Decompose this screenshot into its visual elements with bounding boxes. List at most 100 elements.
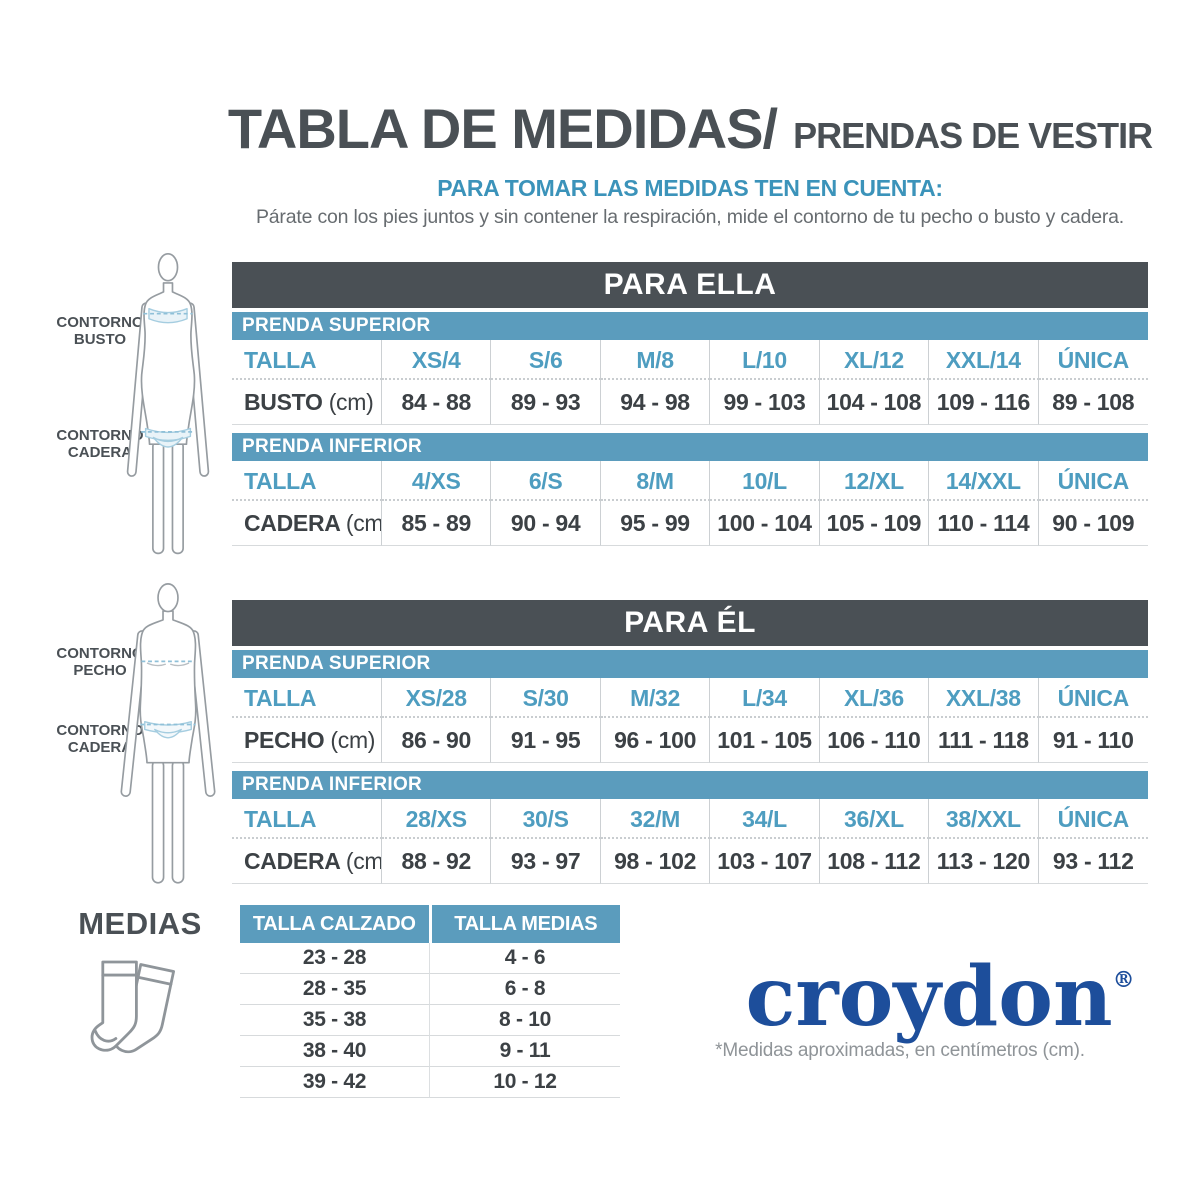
section-label: PRENDA SUPERIOR <box>232 650 1148 678</box>
size-cell: S/30 <box>491 678 601 718</box>
value-cell: 85 - 89 <box>382 501 492 546</box>
brand-logo: croydon® <box>700 932 1180 1045</box>
registered-mark: ® <box>1112 967 1135 993</box>
header: TABLA DE MEDIDAS/ PRENDAS DE VESTIR PARA… <box>228 96 1153 229</box>
brand-name: croydon <box>745 949 1113 1045</box>
size-cell: ÚNICA <box>1038 799 1148 839</box>
value-cell: 84 - 88 <box>382 380 492 425</box>
size-cell: 6/S <box>491 461 601 501</box>
size-cell: L/34 <box>710 678 820 718</box>
medias-col-header-calzado: TALLA CALZADO <box>240 905 429 943</box>
size-cell: 32/M <box>600 799 711 839</box>
size-header: TALLA <box>232 799 382 839</box>
size-header: TALLA <box>232 461 382 501</box>
medias-cell: 28 - 35 <box>240 974 430 1005</box>
size-cell: 30/S <box>491 799 601 839</box>
male-body-outline-icon <box>112 580 224 895</box>
medias-row: 38 - 40 9 - 11 <box>240 1036 620 1067</box>
size-cell: 38/XXL <box>929 799 1039 839</box>
medias-row: 28 - 35 6 - 8 <box>240 974 620 1005</box>
value-cell: 86 - 90 <box>382 718 492 763</box>
value-cell: 98 - 102 <box>600 839 711 884</box>
measuring-instructions-heading: PARA TOMAR LAS MEDIDAS TEN EN CUENTA: <box>437 175 943 201</box>
medias-col-header-medias: TALLA MEDIAS <box>431 905 620 943</box>
label-contorno-cadera-female: CONTORNO CADERA <box>56 427 144 462</box>
size-cell: M/32 <box>600 678 711 718</box>
value-cell: 110 - 114 <box>929 501 1039 546</box>
values-row: BUSTO (cm) 84 - 88 89 - 93 94 - 98 99 - … <box>232 380 1148 425</box>
measure-label: CADERA (cm) <box>232 501 382 546</box>
sizes-row: TALLA 4/XS 6/S 8/M 10/L 12/XL 14/XXL ÚNI… <box>232 461 1148 501</box>
measure-unit: (cm) <box>345 848 382 874</box>
medias-heading: MEDIAS <box>78 906 202 941</box>
section-label: PRENDA INFERIOR <box>232 771 1148 799</box>
medias-cell: 4 - 6 <box>430 943 620 974</box>
medias-cell: 39 - 42 <box>240 1067 430 1098</box>
size-cell: 4/XS <box>382 461 492 501</box>
value-cell: 111 - 118 <box>929 718 1039 763</box>
sizes-row: TALLA XS/4 S/6 M/8 L/10 XL/12 XXL/14 ÚNI… <box>232 340 1148 380</box>
value-cell: 101 - 105 <box>710 718 820 763</box>
value-cell: 93 - 97 <box>491 839 601 884</box>
section-label: PRENDA INFERIOR <box>232 433 1148 461</box>
table-title-ella: PARA ELLA <box>232 262 1148 308</box>
size-cell: 8/M <box>600 461 711 501</box>
medias-header-row: TALLA CALZADO TALLA MEDIAS <box>240 905 620 943</box>
medias-row: 35 - 38 8 - 10 <box>240 1005 620 1036</box>
size-cell: ÚNICA <box>1038 340 1148 380</box>
table-title-el: PARA ÉL <box>232 600 1148 646</box>
value-cell: 104 - 108 <box>819 380 930 425</box>
size-cell: XXL/14 <box>929 340 1039 380</box>
label-contorno-pecho: CONTORNO PECHO <box>56 645 144 680</box>
page-title-main: TABLA DE MEDIDAS/ <box>227 97 778 160</box>
footnote: *Medidas aproximadas, en centímetros (cm… <box>715 1040 1085 1061</box>
sizes-row: TALLA XS/28 S/30 M/32 L/34 XL/36 XXL/38 … <box>232 678 1148 718</box>
page-title-secondary: PRENDAS DE VESTIR <box>793 115 1153 156</box>
medias-cell: 6 - 8 <box>430 974 620 1005</box>
value-cell: 90 - 109 <box>1038 501 1148 546</box>
size-cell: XS/28 <box>382 678 492 718</box>
table-para-ella: PARA ELLA PRENDA SUPERIOR TALLA XS/4 S/6… <box>232 262 1148 546</box>
value-cell: 113 - 120 <box>929 839 1039 884</box>
size-header: TALLA <box>232 678 382 718</box>
medias-cell: 38 - 40 <box>240 1036 430 1067</box>
value-cell: 91 - 95 <box>491 718 601 763</box>
size-cell: L/10 <box>710 340 820 380</box>
size-cell: 28/XS <box>382 799 492 839</box>
size-cell: S/6 <box>491 340 601 380</box>
size-cell: 36/XL <box>819 799 930 839</box>
value-cell: 89 - 108 <box>1038 380 1148 425</box>
size-cell: XL/36 <box>819 678 930 718</box>
value-cell: 96 - 100 <box>600 718 711 763</box>
value-cell: 88 - 92 <box>382 839 492 884</box>
measuring-instructions-text: Párate con los pies juntos y sin contene… <box>255 206 1125 228</box>
measure-unit: (cm) <box>328 389 374 415</box>
size-cell: ÚNICA <box>1038 461 1148 501</box>
medias-cell: 9 - 11 <box>430 1036 620 1067</box>
medias-cell: 8 - 10 <box>430 1005 620 1036</box>
size-cell: XL/12 <box>819 340 930 380</box>
value-cell: 93 - 112 <box>1038 839 1148 884</box>
size-cell: M/8 <box>600 340 711 380</box>
medias-cell: 10 - 12 <box>430 1067 620 1098</box>
label-contorno-cadera-male: CONTORNO CADERA <box>56 722 144 757</box>
measure-name: CADERA <box>244 848 340 874</box>
value-cell: 90 - 94 <box>491 501 601 546</box>
measure-name: BUSTO <box>244 389 323 415</box>
value-cell: 89 - 93 <box>491 380 601 425</box>
measure-label: PECHO (cm) <box>232 718 382 763</box>
value-cell: 103 - 107 <box>710 839 820 884</box>
measure-name: PECHO <box>244 727 325 753</box>
value-cell: 105 - 109 <box>819 501 930 546</box>
values-row: CADERA (cm) 88 - 92 93 - 97 98 - 102 103… <box>232 839 1148 884</box>
size-cell: 12/XL <box>819 461 930 501</box>
measure-name: CADERA <box>244 510 340 536</box>
medias-cell: 35 - 38 <box>240 1005 430 1036</box>
size-cell: 10/L <box>710 461 820 501</box>
values-row: PECHO (cm) 86 - 90 91 - 95 96 - 100 101 … <box>232 718 1148 763</box>
female-body-outline-icon <box>112 248 224 567</box>
value-cell: 106 - 110 <box>819 718 930 763</box>
value-cell: 91 - 110 <box>1038 718 1148 763</box>
measure-label: CADERA (cm) <box>232 839 382 884</box>
